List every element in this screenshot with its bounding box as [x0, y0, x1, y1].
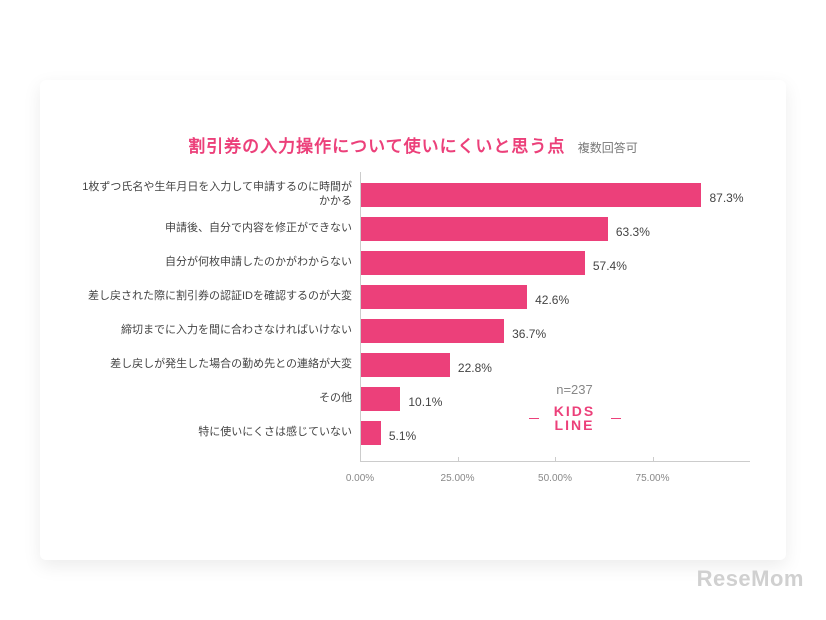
bar: 22.8%	[361, 353, 450, 377]
sample-size-note: n=237	[545, 382, 605, 397]
bar: 63.3%	[361, 217, 608, 241]
value-label: 22.8%	[458, 361, 492, 375]
value-label: 57.4%	[593, 259, 627, 273]
x-tick-label: 25.00%	[441, 473, 475, 484]
bar: 36.7%	[361, 319, 504, 343]
value-label: 36.7%	[512, 327, 546, 341]
bar: 5.1%	[361, 421, 381, 445]
category-label: 差し戻された際に割引券の認証IDを確認するのが大変	[72, 284, 352, 310]
chart-title: 割引券の入力操作について使いにくいと思う点	[188, 137, 565, 156]
category-label: 申請後、自分で内容を修正ができない	[72, 216, 352, 242]
chart-card: 割引券の入力操作について使いにくいと思う点 複数回答可 87.3%1枚ずつ氏名や…	[40, 80, 786, 560]
x-tick-label: 50.00%	[538, 473, 572, 484]
watermark: ReseMom	[697, 566, 804, 592]
category-label: 自分が何枚申請したのかがわからない	[72, 250, 352, 276]
x-tick	[555, 457, 556, 462]
y-axis	[360, 172, 361, 462]
chart-subtitle: 複数回答可	[578, 141, 638, 155]
category-label: 締切までに入力を間に合わさなければいけない	[72, 318, 352, 344]
frame: 割引券の入力操作について使いにくいと思う点 複数回答可 87.3%1枚ずつ氏名や…	[0, 0, 826, 620]
value-label: 10.1%	[408, 395, 442, 409]
x-tick	[653, 457, 654, 462]
x-tick	[360, 457, 361, 462]
kidsline-logo: KIDSLINE	[535, 404, 615, 432]
x-tick-label: 75.00%	[636, 473, 670, 484]
value-label: 87.3%	[709, 191, 743, 205]
x-tick-label: 0.00%	[346, 473, 374, 484]
x-tick	[458, 457, 459, 462]
category-label: 1枚ずつ氏名や生年月日を入力して申請するのに時間がかかる	[72, 182, 352, 208]
title-row: 割引券の入力操作について使いにくいと思う点 複数回答可	[40, 132, 786, 157]
bar: 87.3%	[361, 183, 701, 207]
bar: 42.6%	[361, 285, 527, 309]
category-label: 特に使いにくさは感じていない	[72, 420, 352, 446]
value-label: 42.6%	[535, 293, 569, 307]
bar: 57.4%	[361, 251, 585, 275]
category-label: その他	[72, 386, 352, 412]
bar: 10.1%	[361, 387, 400, 411]
chart-area: 87.3%1枚ずつ氏名や生年月日を入力して申請するのに時間がかかる63.3%申請…	[360, 172, 750, 502]
value-label: 63.3%	[616, 225, 650, 239]
category-label: 差し戻しが発生した場合の勤め先との連絡が大変	[72, 352, 352, 378]
value-label: 5.1%	[389, 429, 416, 443]
